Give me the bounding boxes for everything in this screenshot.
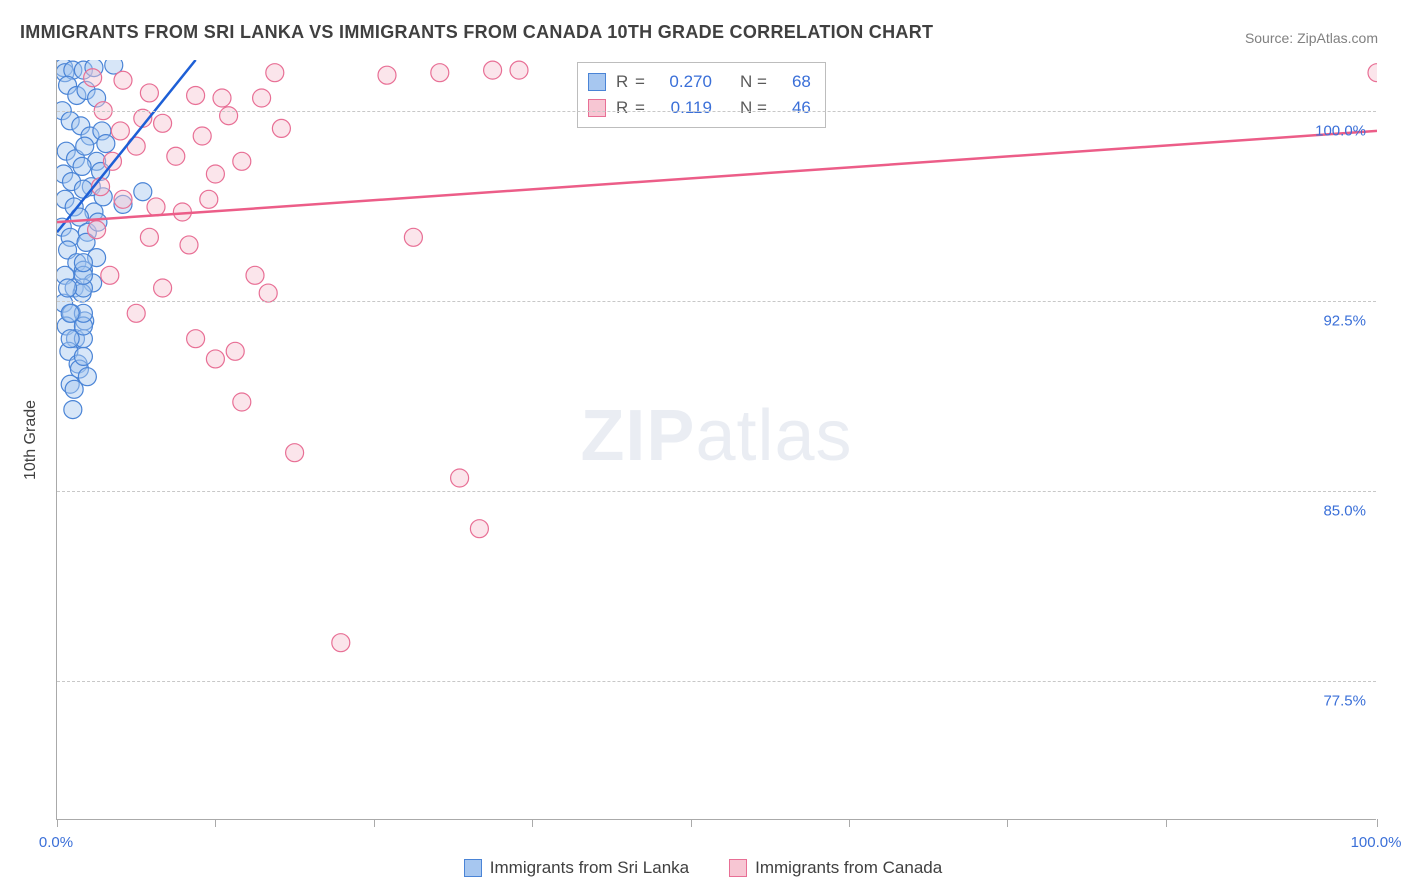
bottom-legend: Immigrants from Sri Lanka Immigrants from… bbox=[0, 858, 1406, 878]
scatter-point bbox=[134, 183, 152, 201]
x-tick bbox=[374, 819, 375, 827]
scatter-point bbox=[253, 89, 271, 107]
scatter-point bbox=[200, 190, 218, 208]
scatter-point bbox=[404, 228, 422, 246]
gridline bbox=[57, 301, 1376, 302]
scatter-point bbox=[286, 444, 304, 462]
scatter-point bbox=[167, 147, 185, 165]
stats-row: R = 0.270 N = 68 bbox=[588, 69, 811, 95]
scatter-point bbox=[61, 330, 79, 348]
stats-row: R = 0.119 N = 46 bbox=[588, 95, 811, 121]
scatter-point bbox=[332, 634, 350, 652]
chart-title: IMMIGRANTS FROM SRI LANKA VS IMMIGRANTS … bbox=[20, 22, 933, 43]
y-axis-label: 10th Grade bbox=[22, 400, 40, 480]
trendline bbox=[57, 131, 1377, 222]
scatter-point bbox=[65, 380, 83, 398]
scatter-point bbox=[147, 198, 165, 216]
y-tick-label: 85.0% bbox=[1323, 502, 1366, 519]
scatter-point bbox=[59, 279, 77, 297]
legend-swatch bbox=[464, 859, 482, 877]
scatter-point bbox=[61, 304, 79, 322]
gridline bbox=[57, 681, 1376, 682]
n-label: N = bbox=[740, 72, 767, 92]
scatter-point bbox=[154, 279, 172, 297]
scatter-point bbox=[470, 520, 488, 538]
scatter-point bbox=[246, 266, 264, 284]
scatter-point bbox=[272, 119, 290, 137]
scatter-point bbox=[233, 152, 251, 170]
scatter-point bbox=[84, 69, 102, 87]
n-value: 68 bbox=[777, 72, 811, 92]
scatter-point bbox=[206, 165, 224, 183]
scatter-point bbox=[226, 342, 244, 360]
scatter-point bbox=[97, 135, 115, 153]
chart-svg bbox=[57, 60, 1377, 820]
scatter-point bbox=[154, 114, 172, 132]
scatter-point bbox=[213, 89, 231, 107]
x-tick bbox=[849, 819, 850, 827]
scatter-point bbox=[64, 401, 82, 419]
legend-label: Immigrants from Canada bbox=[755, 858, 942, 878]
x-tick bbox=[532, 819, 533, 827]
legend-label: Immigrants from Sri Lanka bbox=[490, 858, 689, 878]
x-tick-label: 0.0% bbox=[39, 834, 73, 851]
scatter-point bbox=[193, 127, 211, 145]
x-tick-label: 100.0% bbox=[1351, 834, 1402, 851]
r-value: 0.270 bbox=[656, 72, 712, 92]
n-label: N = bbox=[740, 98, 767, 118]
legend-swatch bbox=[729, 859, 747, 877]
r-label: R = bbox=[616, 72, 646, 92]
x-tick bbox=[57, 819, 58, 827]
scatter-point bbox=[451, 469, 469, 487]
scatter-point bbox=[266, 64, 284, 82]
scatter-point bbox=[180, 236, 198, 254]
scatter-point bbox=[101, 266, 119, 284]
y-tick-label: 92.5% bbox=[1323, 312, 1366, 329]
scatter-point bbox=[140, 84, 158, 102]
scatter-point bbox=[114, 190, 132, 208]
scatter-point bbox=[114, 71, 132, 89]
scatter-point bbox=[1368, 64, 1377, 82]
scatter-point bbox=[140, 228, 158, 246]
scatter-point bbox=[431, 64, 449, 82]
scatter-point bbox=[220, 107, 238, 125]
x-tick bbox=[1007, 819, 1008, 827]
scatter-point bbox=[76, 137, 94, 155]
n-value: 46 bbox=[777, 98, 811, 118]
scatter-point bbox=[127, 304, 145, 322]
r-label: R = bbox=[616, 98, 646, 118]
y-tick-label: 100.0% bbox=[1315, 122, 1366, 139]
gridline bbox=[57, 111, 1376, 112]
scatter-point bbox=[378, 66, 396, 84]
scatter-point bbox=[73, 157, 91, 175]
scatter-point bbox=[233, 393, 251, 411]
scatter-point bbox=[484, 61, 502, 79]
scatter-point bbox=[74, 180, 92, 198]
legend-item: Immigrants from Sri Lanka bbox=[464, 858, 689, 878]
x-tick bbox=[1377, 819, 1378, 827]
x-tick bbox=[1166, 819, 1167, 827]
legend-item: Immigrants from Canada bbox=[729, 858, 942, 878]
scatter-point bbox=[187, 86, 205, 104]
scatter-point bbox=[259, 284, 277, 302]
gridline bbox=[57, 491, 1376, 492]
scatter-point bbox=[74, 254, 92, 272]
x-tick bbox=[691, 819, 692, 827]
plot-area: ZIPatlas R =0.270N =68R =0.119N =46 77.5… bbox=[56, 60, 1376, 820]
scatter-point bbox=[187, 330, 205, 348]
source-label: Source: ZipAtlas.com bbox=[1245, 30, 1378, 46]
legend-swatch bbox=[588, 99, 606, 117]
scatter-point bbox=[74, 347, 92, 365]
scatter-point bbox=[111, 122, 129, 140]
scatter-point bbox=[206, 350, 224, 368]
legend-swatch bbox=[588, 73, 606, 91]
y-tick-label: 77.5% bbox=[1323, 692, 1366, 709]
x-tick bbox=[215, 819, 216, 827]
scatter-point bbox=[510, 61, 528, 79]
stats-legend-box: R = 0.270 N = 68 R = 0.119 N = 46 bbox=[577, 62, 826, 128]
scatter-point bbox=[88, 221, 106, 239]
r-value: 0.119 bbox=[656, 98, 712, 118]
